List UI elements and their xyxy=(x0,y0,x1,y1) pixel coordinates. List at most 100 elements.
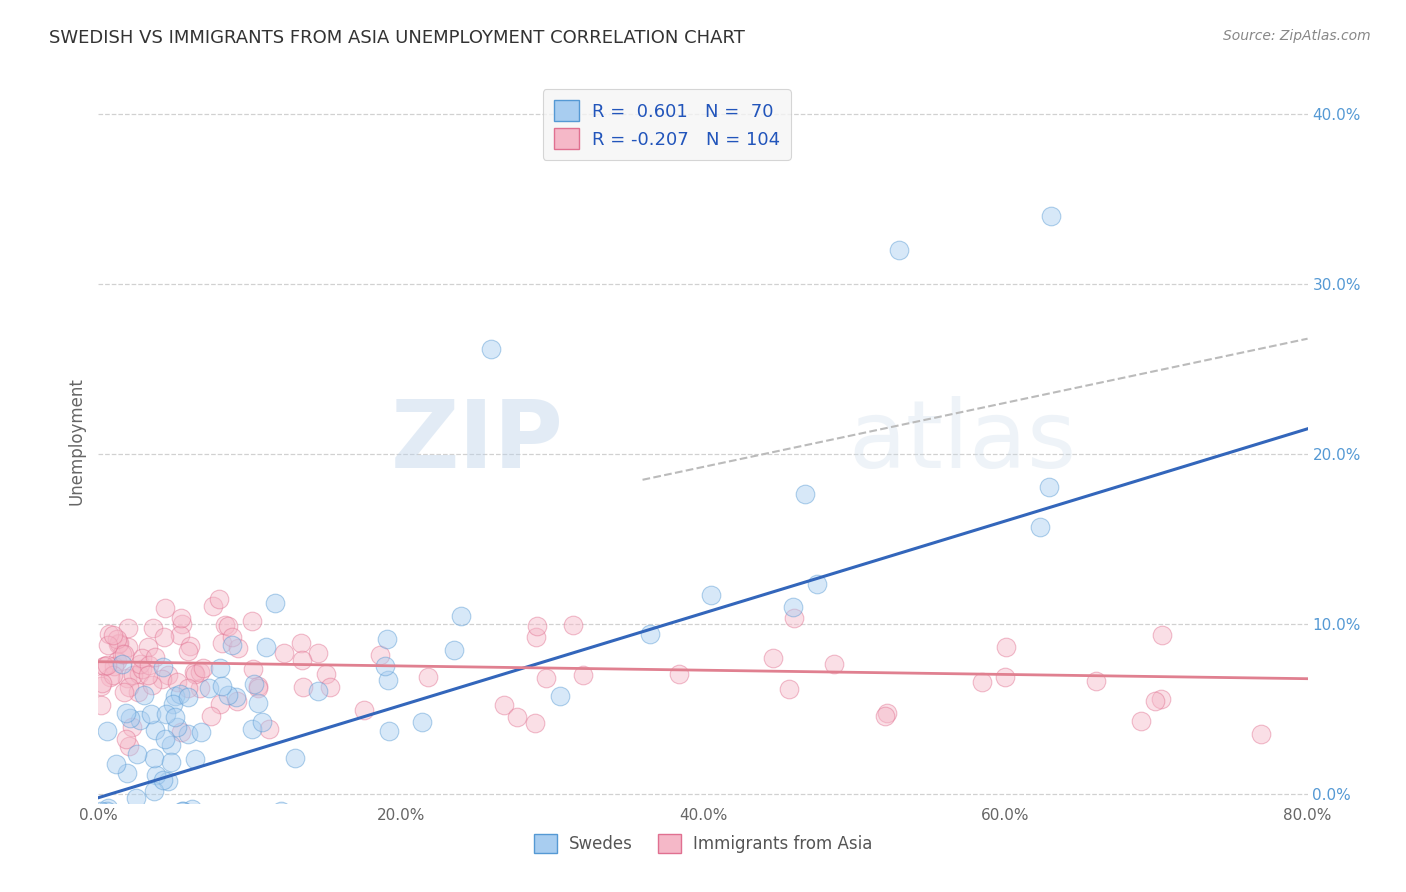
Point xyxy=(246,681,269,695)
Point xyxy=(101,628,124,642)
Point xyxy=(319,680,342,694)
Point xyxy=(128,713,150,727)
Legend: Swedes, Immigrants from Asia: Swedes, Immigrants from Asia xyxy=(527,827,879,860)
Point xyxy=(181,802,204,816)
Point xyxy=(873,709,896,723)
Point xyxy=(143,723,166,737)
Point xyxy=(700,588,723,602)
Point xyxy=(94,658,117,673)
Point xyxy=(169,627,191,641)
Point xyxy=(150,673,173,687)
Point xyxy=(1039,209,1062,223)
Point xyxy=(129,657,152,671)
Point xyxy=(226,640,249,655)
Point xyxy=(122,668,145,682)
Point xyxy=(96,724,118,739)
Point xyxy=(242,662,264,676)
Point xyxy=(374,658,396,673)
Point xyxy=(120,711,142,725)
Point xyxy=(98,670,121,684)
Point xyxy=(221,638,243,652)
Point xyxy=(142,751,165,765)
Point xyxy=(97,800,120,814)
Point xyxy=(141,677,163,691)
Point xyxy=(132,688,155,702)
Point xyxy=(143,784,166,798)
Point xyxy=(177,727,200,741)
Point xyxy=(117,640,139,654)
Point xyxy=(264,597,287,611)
Point xyxy=(136,640,159,655)
Point xyxy=(505,710,527,724)
Point xyxy=(165,709,187,723)
Point xyxy=(188,681,211,695)
Point xyxy=(416,670,439,684)
Point xyxy=(115,706,138,720)
Point xyxy=(117,621,139,635)
Point xyxy=(250,715,273,730)
Point xyxy=(90,698,112,713)
Point xyxy=(121,720,143,734)
Point xyxy=(131,650,153,665)
Point xyxy=(198,681,221,695)
Point xyxy=(242,614,264,628)
Point xyxy=(254,640,277,654)
Point xyxy=(188,665,211,679)
Text: atlas: atlas xyxy=(848,395,1077,488)
Point xyxy=(783,610,806,624)
Point xyxy=(638,627,661,641)
Point xyxy=(443,642,465,657)
Point xyxy=(246,696,269,710)
Point xyxy=(105,632,128,647)
Point xyxy=(172,805,194,819)
Point xyxy=(450,608,472,623)
Point xyxy=(315,666,337,681)
Point xyxy=(125,790,148,805)
Point xyxy=(270,805,292,819)
Point xyxy=(806,576,828,591)
Point xyxy=(668,667,690,681)
Point xyxy=(90,679,112,693)
Point xyxy=(103,659,125,673)
Point xyxy=(97,638,120,652)
Point xyxy=(90,805,112,819)
Point xyxy=(221,630,243,644)
Point xyxy=(1149,692,1171,706)
Point xyxy=(534,671,557,685)
Point xyxy=(524,715,547,730)
Point xyxy=(524,630,547,644)
Point xyxy=(1150,628,1173,642)
Point xyxy=(782,600,804,615)
Point xyxy=(145,768,167,782)
Point xyxy=(226,694,249,708)
Point xyxy=(127,747,149,761)
Point xyxy=(411,715,433,730)
Point xyxy=(101,667,124,681)
Point xyxy=(183,752,205,766)
Point xyxy=(526,619,548,633)
Point xyxy=(876,706,898,720)
Point xyxy=(163,689,186,703)
Point xyxy=(117,766,139,780)
Point xyxy=(370,648,392,662)
Point xyxy=(1084,674,1107,689)
Point xyxy=(118,739,141,753)
Point xyxy=(97,627,120,641)
Point xyxy=(247,679,270,693)
Point xyxy=(972,674,994,689)
Text: ZIP: ZIP xyxy=(391,395,564,488)
Point xyxy=(128,666,150,681)
Point xyxy=(93,659,115,673)
Point xyxy=(184,666,207,681)
Point xyxy=(114,732,136,747)
Point xyxy=(211,636,233,650)
Point xyxy=(290,636,312,650)
Point xyxy=(136,668,159,682)
Point xyxy=(823,657,845,671)
Point xyxy=(273,646,295,660)
Point xyxy=(284,750,307,764)
Point xyxy=(1038,480,1060,494)
Point xyxy=(291,653,314,667)
Point xyxy=(179,640,201,654)
Point xyxy=(155,706,177,721)
